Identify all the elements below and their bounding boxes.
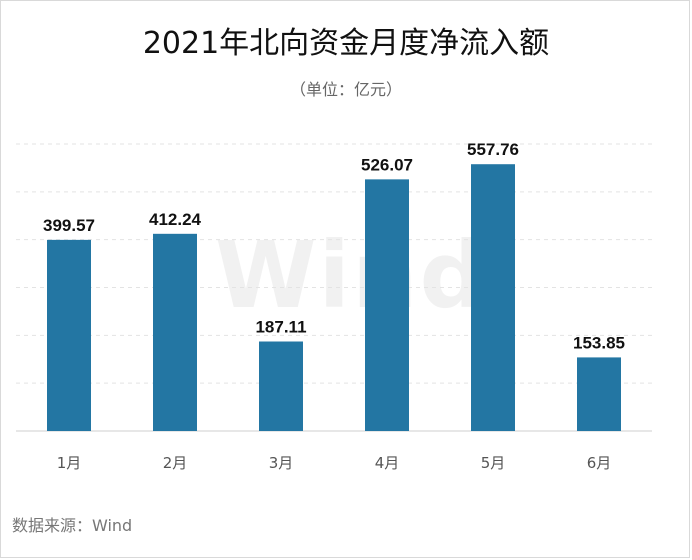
x-tick-label: 5月 <box>481 454 506 472</box>
x-tick-label: 2月 <box>163 454 188 472</box>
x-tick-label: 1月 <box>57 454 82 472</box>
bar-value-label: 153.85 <box>573 333 625 352</box>
bar-value-label: 187.11 <box>255 317 306 336</box>
x-tick-label: 4月 <box>375 454 400 472</box>
bar <box>577 357 621 431</box>
bar <box>47 239 91 431</box>
data-source: 数据来源：Wind <box>12 516 133 535</box>
bar-value-label: 412.24 <box>149 210 202 229</box>
bar-value-label: 399.57 <box>43 216 95 235</box>
x-tick-label: 3月 <box>269 454 294 472</box>
bar-value-label: 526.07 <box>361 155 413 174</box>
bar <box>471 164 515 431</box>
bar <box>365 179 409 431</box>
bar <box>153 233 197 431</box>
chart-title: 2021年北向资金月度净流入额 <box>142 26 550 61</box>
bar-value-label: 557.76 <box>467 140 519 159</box>
bar <box>259 341 303 431</box>
chart-subtitle: （单位：亿元） <box>289 80 402 99</box>
x-tick-label: 6月 <box>587 454 612 472</box>
